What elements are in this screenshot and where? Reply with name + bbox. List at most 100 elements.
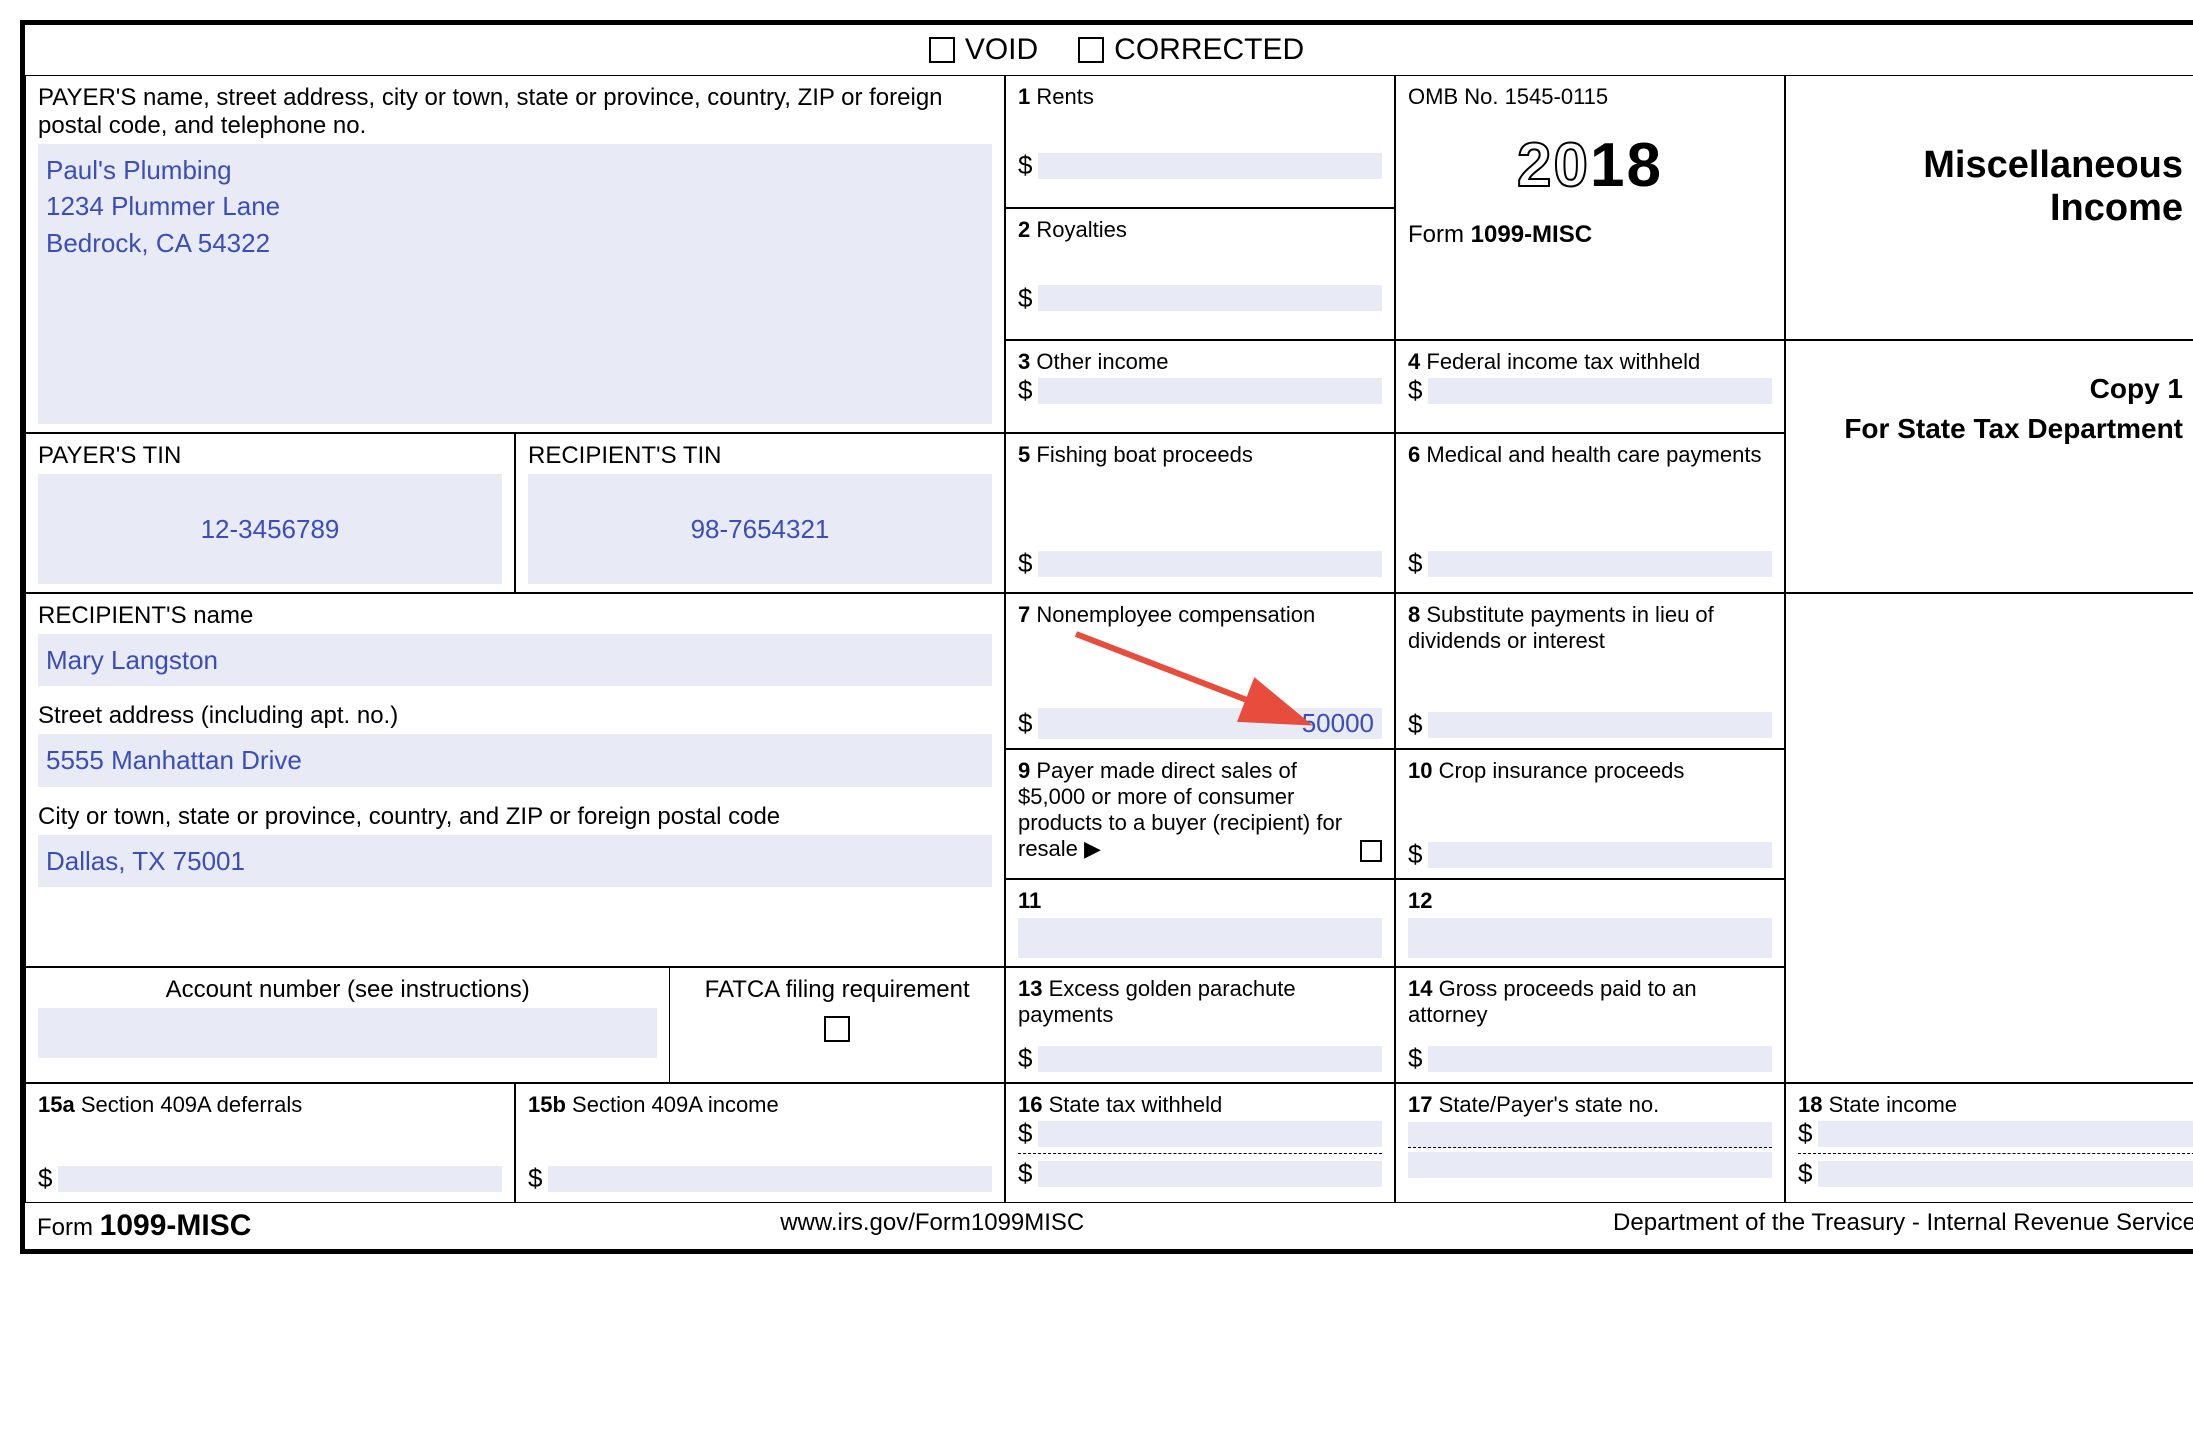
dollar-icon: $ [1018, 708, 1032, 739]
dollar-icon: $ [1018, 1118, 1032, 1149]
box15a-value[interactable] [58, 1166, 502, 1192]
box2-num: 2 [1018, 217, 1030, 242]
box17-label: State/Payer's state no. [1439, 1092, 1660, 1117]
recipient-street-input[interactable]: 5555 Manhattan Drive [38, 734, 992, 786]
account-row: Account number (see instructions) FATCA … [25, 967, 1005, 1083]
box-4-fed-tax: 4 Federal income tax withheld $ [1395, 340, 1785, 433]
box18-value2[interactable] [1818, 1161, 2193, 1187]
dollar-icon: $ [1018, 548, 1032, 579]
corrected-checkbox[interactable] [1078, 37, 1104, 63]
footer-form: Form [37, 1214, 93, 1241]
box-14-attorney: 14 Gross proceeds paid to an attorney $ [1395, 967, 1785, 1083]
box15b-value[interactable] [548, 1166, 992, 1192]
fatca-checkbox[interactable] [824, 1016, 850, 1042]
dollar-icon: $ [1798, 1158, 1812, 1189]
form-title-2: Income [1798, 187, 2193, 230]
box2-value[interactable] [1038, 285, 1382, 311]
box11-value[interactable] [1018, 918, 1382, 958]
box10-value[interactable] [1428, 842, 1772, 868]
tax-year: 2018 [1408, 130, 1772, 201]
recipient-tin-input[interactable]: 98-7654321 [528, 474, 992, 584]
box17-value2[interactable] [1408, 1152, 1772, 1178]
recipient-name: Mary Langston [46, 645, 218, 675]
box-5-fishing: 5 Fishing boat proceeds $ [1005, 433, 1395, 593]
payer-name: Paul's Plumbing [46, 152, 984, 188]
dollar-icon: $ [38, 1163, 52, 1194]
payer-tin-label: PAYER'S TIN [38, 442, 502, 470]
box1-label: Rents [1036, 84, 1093, 109]
box8-value[interactable] [1428, 712, 1772, 738]
void-checkbox-wrap: VOID [929, 33, 1038, 67]
box9-label: Payer made direct sales of $5,000 or mor… [1018, 758, 1342, 861]
recipient-tin-cell: RECIPIENT'S TIN 98-7654321 [515, 433, 1005, 593]
box12-value[interactable] [1408, 918, 1772, 958]
payer-input-area[interactable]: Paul's Plumbing 1234 Plummer Lane Bedroc… [38, 144, 992, 424]
box16-value1[interactable] [1038, 1121, 1382, 1147]
box13-value[interactable] [1038, 1046, 1382, 1072]
box3-label: Other income [1036, 349, 1168, 374]
box13-label: Excess golden parachute payments [1018, 976, 1296, 1027]
box-18-state-income: 18 State income $ $ [1785, 1083, 2193, 1203]
box2-label: Royalties [1036, 217, 1126, 242]
box7-value[interactable]: 50000 [1038, 708, 1382, 739]
dollar-icon: $ [1018, 1043, 1032, 1074]
box-7-nonemployee: 7 Nonemployee compensation $50000 [1005, 593, 1395, 749]
dollar-icon: $ [1408, 709, 1422, 740]
box-1-rents: 1 Rents $ [1005, 75, 1395, 208]
account-label: Account number (see instructions) [38, 976, 657, 1004]
omb-year-cell: OMB No. 1545-0115 2018 Form 1099-MISC [1395, 75, 1785, 340]
box5-value[interactable] [1038, 551, 1382, 577]
corrected-checkbox-wrap: CORRECTED [1078, 33, 1304, 67]
box3-num: 3 [1018, 349, 1030, 374]
footer-form-name: 1099-MISC [100, 1209, 252, 1242]
box-15a: 15a Section 409A deferrals $ [25, 1083, 515, 1203]
box-16-state-tax: 16 State tax withheld $ $ [1005, 1083, 1395, 1203]
box8-label: Substitute payments in lieu of dividends… [1408, 602, 1714, 653]
account-input[interactable] [38, 1008, 657, 1058]
omb-number: OMB No. 1545-0115 [1408, 84, 1772, 110]
recipient-name-label: RECIPIENT'S name [38, 602, 992, 630]
box16-value2[interactable] [1038, 1161, 1382, 1187]
recipient-name-input[interactable]: Mary Langston [38, 634, 992, 686]
box6-label: Medical and health care payments [1426, 442, 1761, 467]
footer-url: www.irs.gov/Form1099MISC [780, 1209, 1084, 1243]
box1-value[interactable] [1038, 153, 1382, 179]
dollar-icon: $ [1018, 150, 1032, 181]
box4-value[interactable] [1428, 378, 1772, 404]
box9-checkbox[interactable] [1360, 840, 1382, 862]
dollar-icon: $ [528, 1163, 542, 1194]
fatca-label: FATCA filing requirement [682, 976, 992, 1004]
box14-value[interactable] [1428, 1046, 1772, 1072]
recipient-street-label: Street address (including apt. no.) [38, 702, 992, 730]
payer-addr1: 1234 Plummer Lane [46, 188, 984, 224]
box6-value[interactable] [1428, 551, 1772, 577]
box3-value[interactable] [1038, 378, 1382, 404]
dollar-icon: $ [1408, 1043, 1422, 1074]
box-9-direct-sales: 9 Payer made direct sales of $5,000 or m… [1005, 749, 1395, 879]
box13-num: 13 [1018, 976, 1042, 1001]
box8-num: 8 [1408, 602, 1420, 627]
void-checkbox[interactable] [929, 37, 955, 63]
box16-num: 16 [1018, 1092, 1042, 1117]
recipient-block: RECIPIENT'S name Mary Langston Street ad… [25, 593, 1005, 967]
box18-value1[interactable] [1818, 1121, 2193, 1147]
box17-value1[interactable] [1408, 1122, 1772, 1148]
corrected-label: CORRECTED [1114, 33, 1304, 67]
box10-label: Crop insurance proceeds [1439, 758, 1685, 783]
dollar-icon: $ [1408, 548, 1422, 579]
dollar-icon: $ [1408, 839, 1422, 870]
payer-info-cell: PAYER'S name, street address, city or to… [25, 75, 1005, 433]
box14-label: Gross proceeds paid to an attorney [1408, 976, 1697, 1027]
payer-tin-cell: PAYER'S TIN 12-3456789 [25, 433, 515, 593]
payer-tin-input[interactable]: 12-3456789 [38, 474, 502, 584]
form-title-1: Miscellaneous [1798, 144, 2193, 187]
box-17-state-no: 17 State/Payer's state no. [1395, 1083, 1785, 1203]
box4-num: 4 [1408, 349, 1420, 374]
void-label: VOID [965, 33, 1038, 67]
year-suffix: 18 [1590, 131, 1663, 200]
copy-label: Copy 1 [1798, 369, 2193, 408]
recipient-city-input[interactable]: Dallas, TX 75001 [38, 835, 992, 887]
dollar-icon: $ [1018, 1158, 1032, 1189]
box-11: 11 [1005, 879, 1395, 967]
box16-label: State tax withheld [1049, 1092, 1223, 1117]
